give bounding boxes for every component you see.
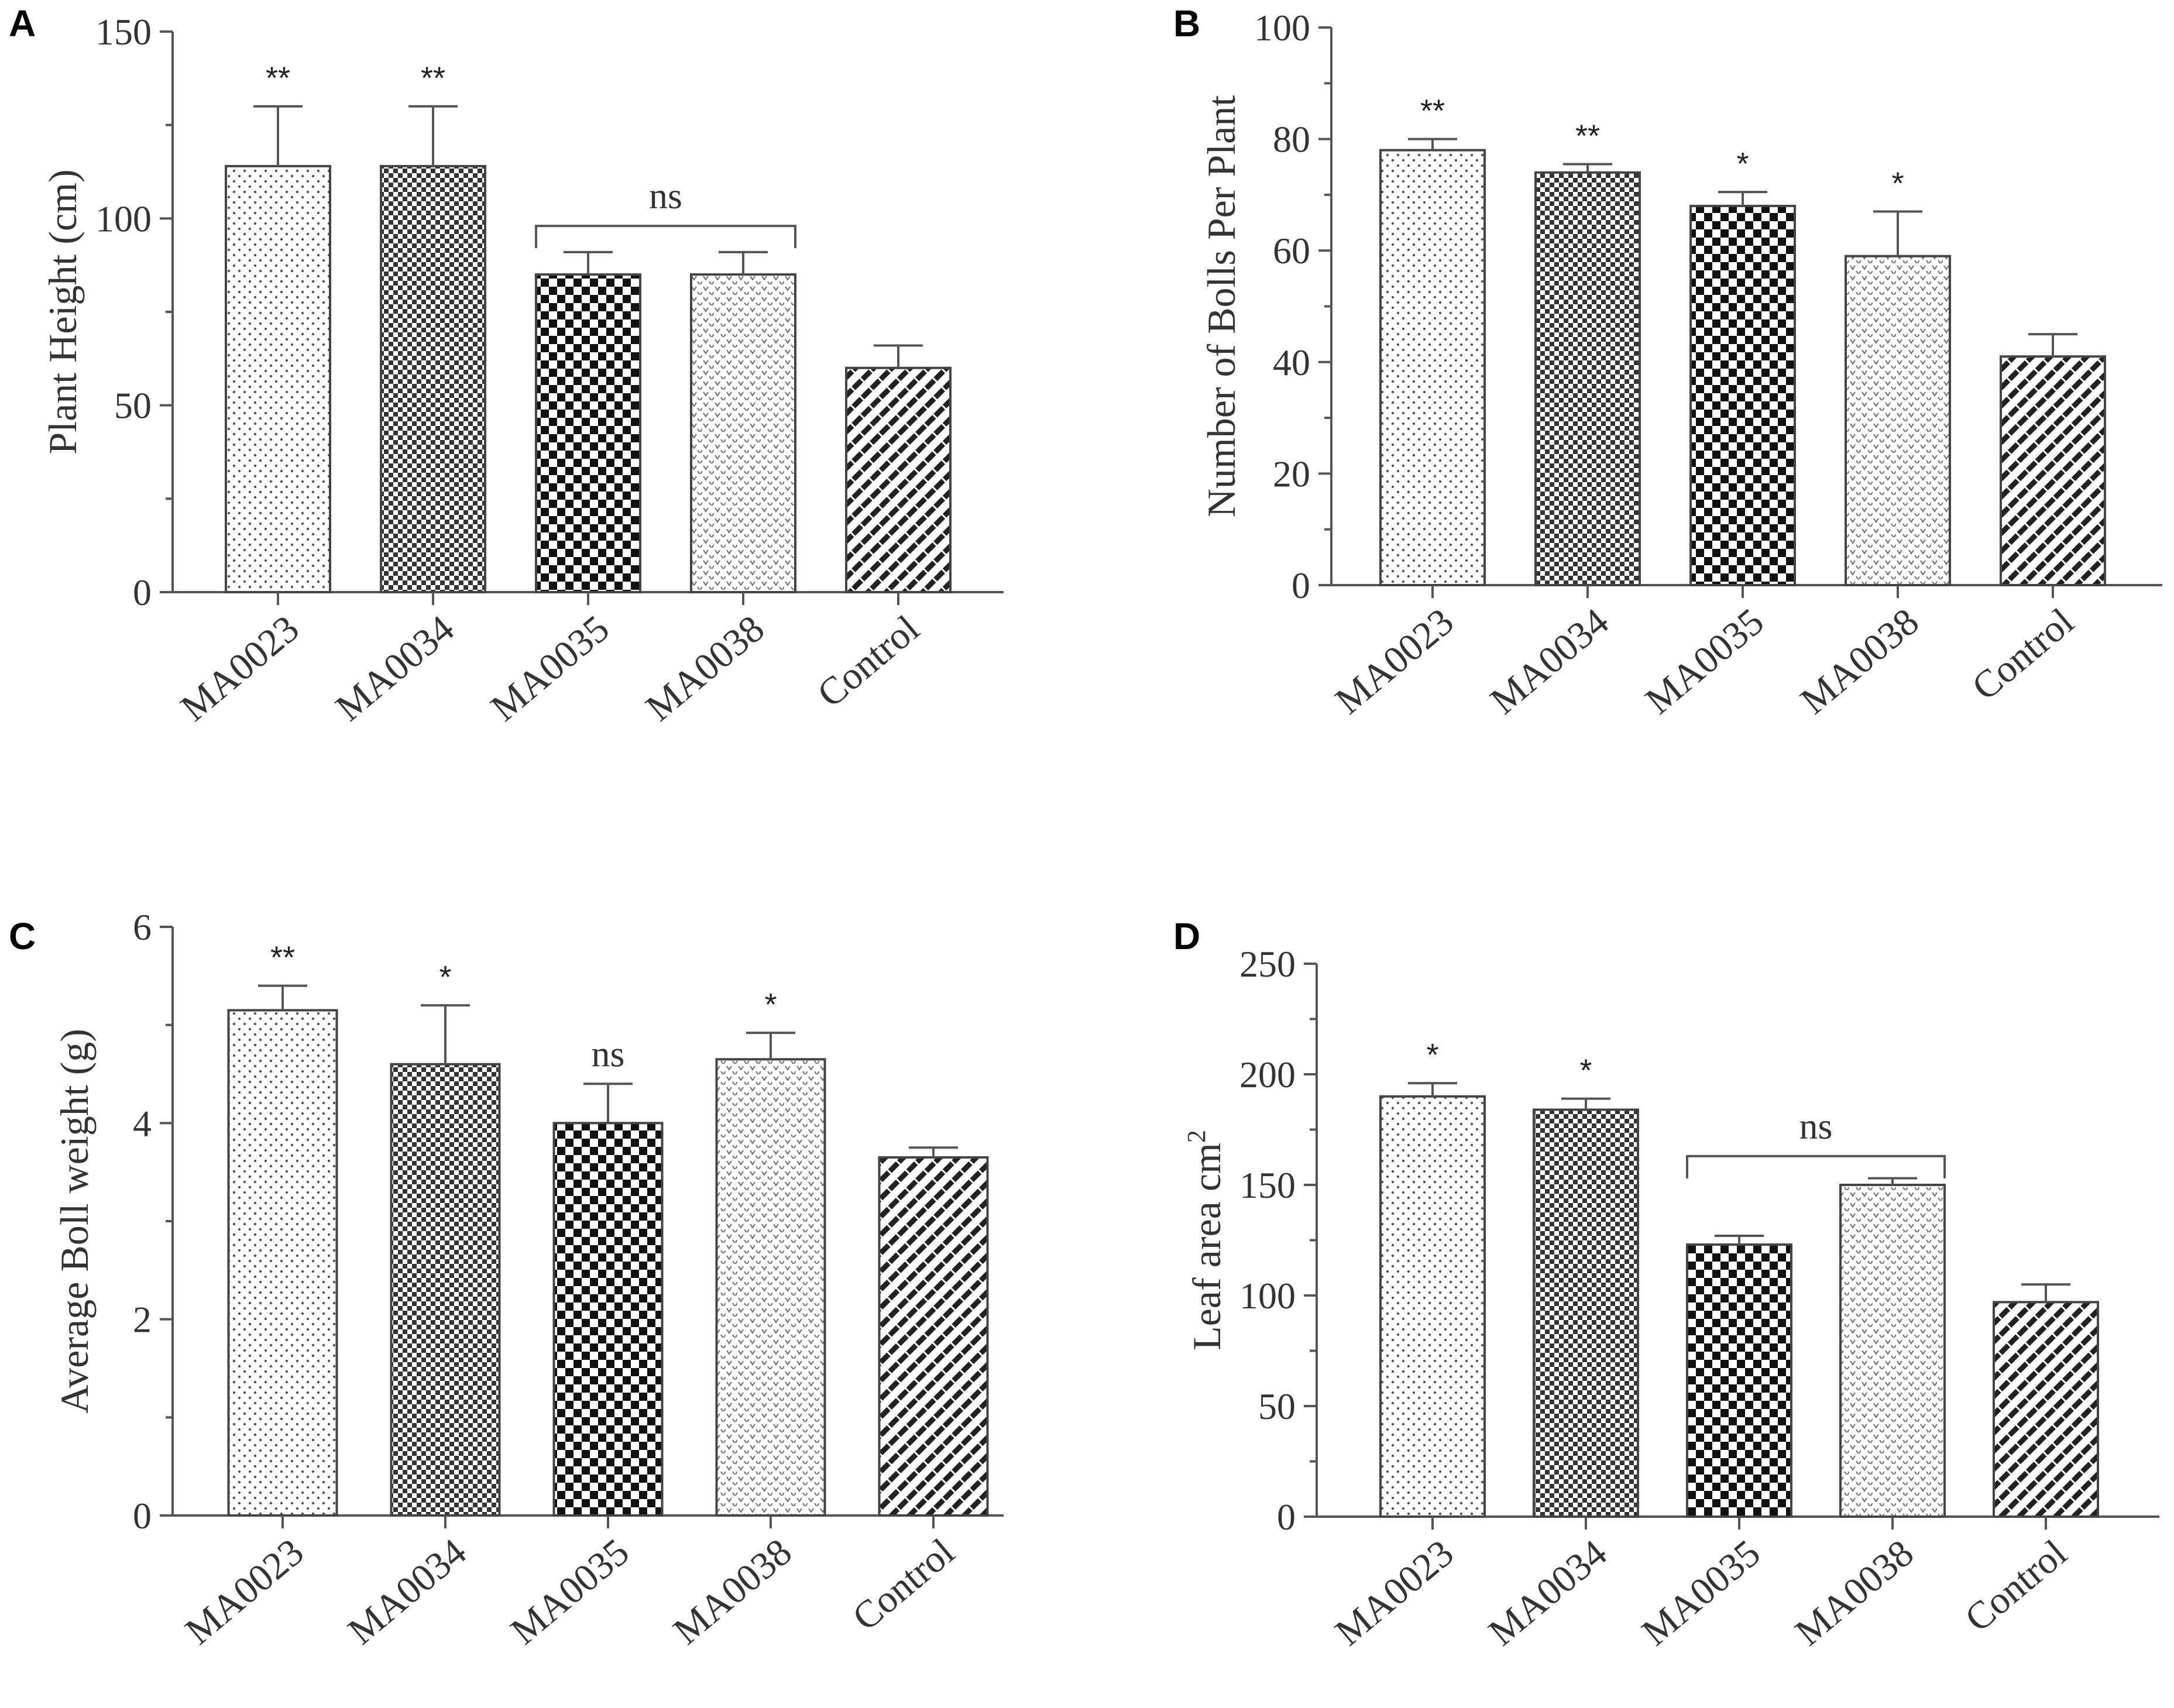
y-tick-label: 0 <box>1277 1496 1296 1538</box>
y-tick-label: 40 <box>1273 342 1310 383</box>
bar-ma0034 <box>1534 171 1641 586</box>
y-tick-label: 2 <box>133 1299 152 1341</box>
bar-ma0035 <box>1686 1243 1792 1518</box>
ns-bracket-label: ns <box>649 175 682 216</box>
ns-bracket <box>535 225 796 249</box>
bar-ma0023 <box>1379 1095 1486 1518</box>
significance-label: ** <box>421 61 445 96</box>
panel-label-d: D <box>1173 915 1200 957</box>
y-axis-title: Leaf area cm2 <box>1182 1130 1229 1350</box>
y-tick-label: 6 <box>133 906 152 948</box>
significance-label: ** <box>1575 118 1600 153</box>
chart-a: 0 50 100 150 Plant Height (cm) MA0023 ** MA0034… <box>40 11 1004 730</box>
significance-label: ** <box>270 940 295 975</box>
y-tick-label: 150 <box>95 11 152 53</box>
y-tick-label: 0 <box>133 1495 152 1537</box>
significance-label: ** <box>266 61 290 96</box>
y-tick-label: 100 <box>1254 7 1310 49</box>
x-tick-label-ma0023: MA0023 <box>1327 600 1462 723</box>
x-tick-label-ma0034: MA0034 <box>1481 1532 1615 1654</box>
x-tick-label-ma0038: MA0038 <box>638 607 772 730</box>
bar-control <box>845 366 952 593</box>
x-tick-label-control: Control <box>844 1531 962 1640</box>
bar-ma0023 <box>227 1009 338 1517</box>
significance-label: ns <box>592 1033 625 1074</box>
y-tick-label: 0 <box>1292 565 1310 606</box>
bar-control <box>878 1156 989 1517</box>
y-tick-label: 50 <box>114 385 152 427</box>
bar-ma0034 <box>390 1063 501 1517</box>
significance-label: * <box>1426 1037 1438 1073</box>
bar-ma0035 <box>535 273 641 593</box>
bar-ma0035 <box>1689 204 1796 586</box>
significance-label: * <box>764 987 777 1022</box>
bar-ma0038 <box>690 273 796 593</box>
y-tick-label: 150 <box>1239 1164 1296 1206</box>
significance-label: * <box>1579 1053 1592 1088</box>
x-tick-label-ma0038: MA0038 <box>1792 600 1927 723</box>
bar-ma0035 <box>552 1122 664 1517</box>
x-tick-label-control: Control <box>1957 1532 2075 1641</box>
x-tick-label-ma0034: MA0034 <box>340 1531 475 1653</box>
x-tick-label-ma0035: MA0035 <box>483 607 617 730</box>
panel-label-a: A <box>9 2 36 44</box>
bar-ma0023 <box>1379 149 1486 587</box>
panel-label-b: B <box>1173 2 1200 44</box>
significance-label: * <box>1891 166 1904 201</box>
panel-b: B 0 20 40 60 80 100 Number of Bolls Per Plant M… <box>1173 2 2162 723</box>
bar-ma0034 <box>380 164 486 594</box>
y-tick-label: 80 <box>1273 119 1310 160</box>
y-tick-label: 50 <box>1258 1386 1296 1427</box>
panel-d: D 0 50 100 150 200 250 Leaf area cm2 MA0023 * MA0… <box>1173 915 2159 1654</box>
panel-label-c: C <box>9 915 36 957</box>
y-tick-label: 60 <box>1273 230 1310 272</box>
significance-label: ** <box>1420 94 1445 129</box>
x-tick-label-control: Control <box>1964 600 2082 709</box>
x-tick-label-ma0023: MA0023 <box>1327 1532 1462 1654</box>
x-tick-label-ma0035: MA0035 <box>1637 600 1772 723</box>
y-tick-label: 250 <box>1239 943 1296 985</box>
bar-ma0038 <box>715 1058 826 1517</box>
x-tick-label-ma0023: MA0023 <box>177 1531 312 1653</box>
bar-control <box>2000 355 2106 587</box>
x-tick-label-ma0023: MA0023 <box>173 607 307 730</box>
panel-a: A 0 50 100 150 Plant Height (cm) MA0023 ** MA00… <box>9 2 1004 730</box>
y-tick-label: 20 <box>1273 453 1310 494</box>
y-axis-title: Number of Bolls Per Plant <box>1199 95 1244 518</box>
y-axis-title: Average Boll weight (g) <box>52 1029 97 1414</box>
x-tick-label-ma0034: MA0034 <box>1482 600 1617 723</box>
x-tick-label-ma0038: MA0038 <box>665 1531 800 1653</box>
bar-ma0023 <box>225 164 331 594</box>
x-tick-label-ma0035: MA0035 <box>1634 1532 1768 1654</box>
significance-label: * <box>1736 146 1749 181</box>
x-tick-label-ma0038: MA0038 <box>1787 1532 1922 1654</box>
x-tick-label-control: Control <box>809 607 927 716</box>
y-tick-label: 100 <box>1239 1275 1296 1317</box>
significance-label: * <box>439 960 451 995</box>
y-axis-title: Plant Height (cm) <box>40 169 85 454</box>
y-tick-label: 200 <box>1239 1054 1296 1095</box>
chart-b: 0 20 40 60 80 100 Number of Bolls Per Plant MA0… <box>1199 7 2162 723</box>
bar-ma0038 <box>1845 255 1951 587</box>
y-tick-label: 100 <box>95 198 152 239</box>
ns-bracket <box>1686 1154 1946 1178</box>
bar-control <box>1993 1301 2099 1518</box>
y-tick-label: 4 <box>133 1102 152 1144</box>
x-tick-label-ma0035: MA0035 <box>503 1531 637 1653</box>
bar-ma0034 <box>1533 1108 1639 1518</box>
y-axis-title-superscript: 2 <box>1182 1130 1211 1143</box>
bar-ma0038 <box>1839 1184 1946 1518</box>
ns-bracket-label: ns <box>1799 1105 1833 1147</box>
chart-d: 0 50 100 150 200 250 Leaf area cm2 MA0023 * MA003… <box>1182 943 2159 1654</box>
y-tick-label: 0 <box>133 572 152 613</box>
x-tick-label-ma0034: MA0034 <box>328 607 462 730</box>
